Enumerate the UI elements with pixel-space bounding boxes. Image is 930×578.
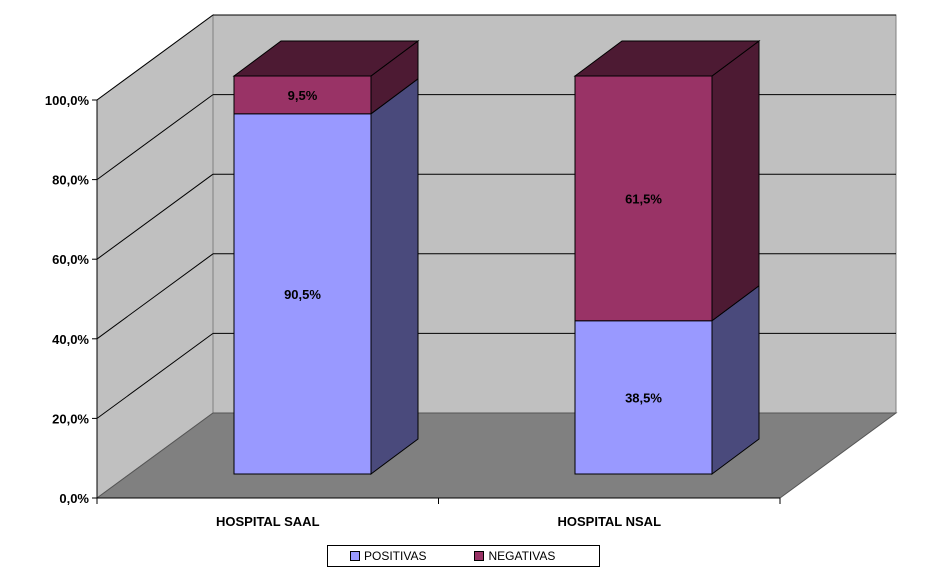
gridline-side: [96, 332, 214, 419]
bar-positivas: [574, 320, 713, 475]
data-label: 90,5%: [284, 287, 321, 302]
bar-positivas: [233, 113, 372, 475]
legend-swatch-positivas: [350, 551, 360, 561]
bar-negativas: [233, 75, 372, 115]
floor: [95, 412, 898, 499]
y-tick-label: 40,0%: [52, 332, 89, 347]
data-label: 61,5%: [625, 191, 662, 206]
legend-item-negativas: NEGATIVAS: [474, 549, 555, 563]
x-tick-label: HOSPITAL NSAL: [557, 514, 661, 529]
axes: 0,0% 20,0% 40,0% 60,0% 80,0% 100,0% HOSPITAL S…: [45, 93, 781, 529]
bars: [232, 40, 761, 475]
y-tick-label: 0,0%: [59, 491, 89, 506]
gridline-side: [96, 94, 214, 181]
y-tick-label: 60,0%: [52, 252, 89, 267]
gridline-side: [96, 14, 214, 101]
legend-swatch-negativas: [474, 551, 485, 561]
y-tick-label: 20,0%: [52, 411, 89, 426]
bar-side: [370, 77, 419, 475]
y-tick-label: 80,0%: [52, 173, 89, 188]
bar-side: [711, 40, 760, 322]
legend-label-negativas: NEGATIVAS: [488, 549, 556, 563]
legend-label-positivas: POSITIVAS: [364, 549, 427, 563]
legend: POSITIVAS NEGATIVAS: [327, 545, 600, 567]
bar-negativas: [574, 75, 713, 322]
chart-walls: [95, 14, 898, 499]
x-tick-label: HOSPITAL SAAL: [216, 514, 320, 529]
y-tick-label: 100,0%: [45, 93, 90, 108]
data-label: 38,5%: [625, 390, 662, 405]
data-labels: 90,5% 9,5% 38,5% 61,5%: [284, 88, 662, 405]
data-label: 9,5%: [288, 88, 318, 103]
legend-item-positivas: POSITIVAS: [350, 549, 426, 563]
gridline-side: [96, 173, 214, 260]
gridline-side: [96, 253, 214, 340]
